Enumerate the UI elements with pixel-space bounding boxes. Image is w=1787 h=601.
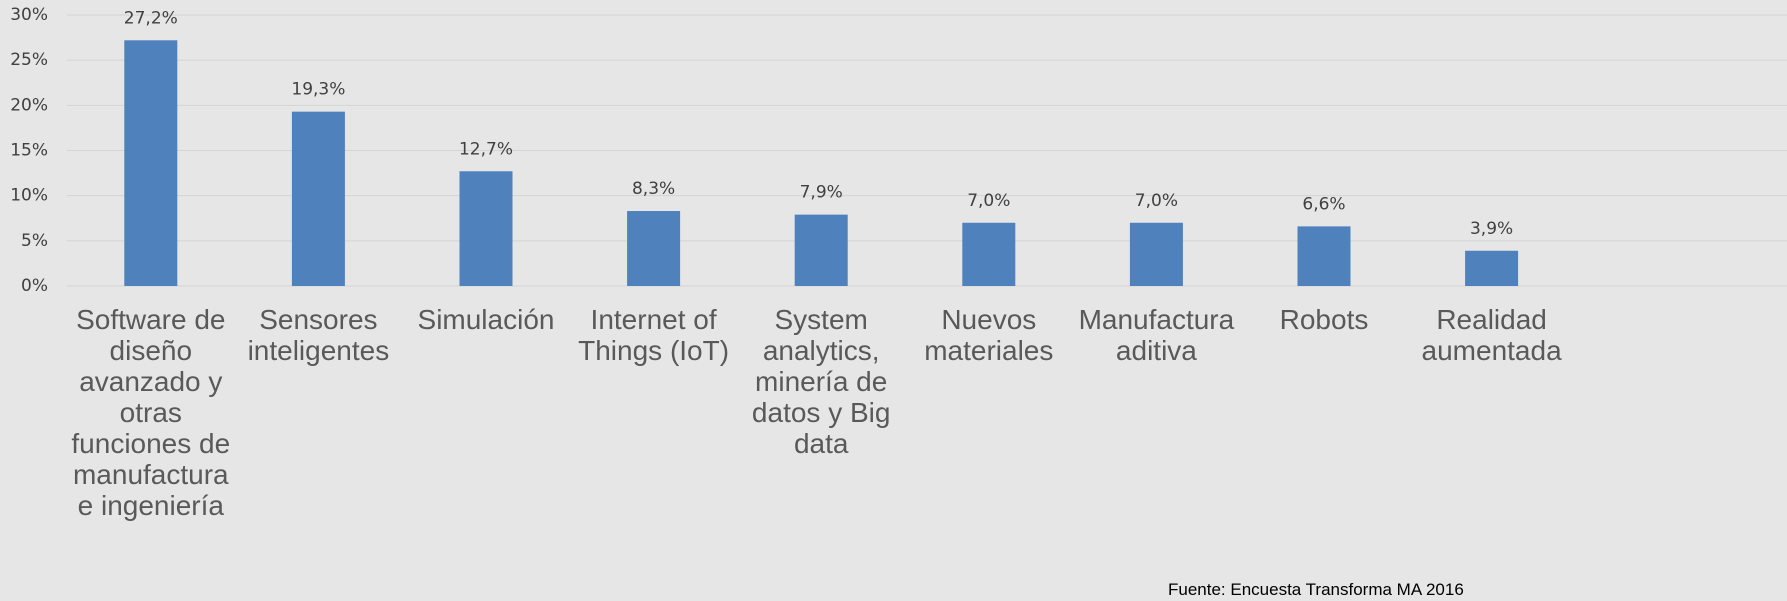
y-tick-label: 20% <box>10 95 48 115</box>
bar <box>124 40 178 286</box>
bar <box>962 222 1016 286</box>
data-label: 27,2% <box>124 8 178 28</box>
source-note: Fuente: Encuesta Transforma MA 2016 <box>1168 580 1464 599</box>
bar <box>794 214 848 286</box>
bar <box>459 171 513 286</box>
data-label: 3,9% <box>1470 219 1513 239</box>
y-tick-label: 30% <box>10 5 48 25</box>
bar <box>627 211 681 286</box>
x-tick-label: Nuevos materiales <box>924 304 1054 366</box>
data-label: 7,0% <box>967 191 1010 211</box>
x-tick-label: System analytics, minería de datos y Big… <box>751 304 891 459</box>
x-tick-label: Manufactura aditiva <box>1078 304 1235 366</box>
bar <box>291 111 345 286</box>
x-tick-label: Realidad aumentada <box>1421 304 1562 366</box>
bar <box>1297 226 1351 286</box>
x-tick-label: Sensores inteligentes <box>247 304 390 366</box>
data-label: 7,0% <box>1135 191 1178 211</box>
data-label: 8,3% <box>632 179 675 199</box>
bar <box>1465 250 1519 286</box>
y-tick-label: 5% <box>21 231 48 251</box>
x-tick-label: Simulación <box>417 304 555 335</box>
x-tick-label: Robots <box>1279 304 1369 335</box>
bar <box>1129 222 1183 286</box>
x-tick-label: Internet of Things (IoT) <box>578 304 730 366</box>
y-tick-label: 25% <box>10 50 48 70</box>
x-tick-label: Software de diseño avanzado y otras func… <box>71 304 231 521</box>
y-tick-label: 15% <box>10 141 48 161</box>
y-tick-label: 10% <box>10 186 48 206</box>
data-label: 7,9% <box>800 183 843 203</box>
data-label: 6,6% <box>1302 194 1345 214</box>
data-label: 19,3% <box>291 80 345 100</box>
y-tick-label: 0% <box>21 276 48 296</box>
data-label: 12,7% <box>459 139 513 159</box>
